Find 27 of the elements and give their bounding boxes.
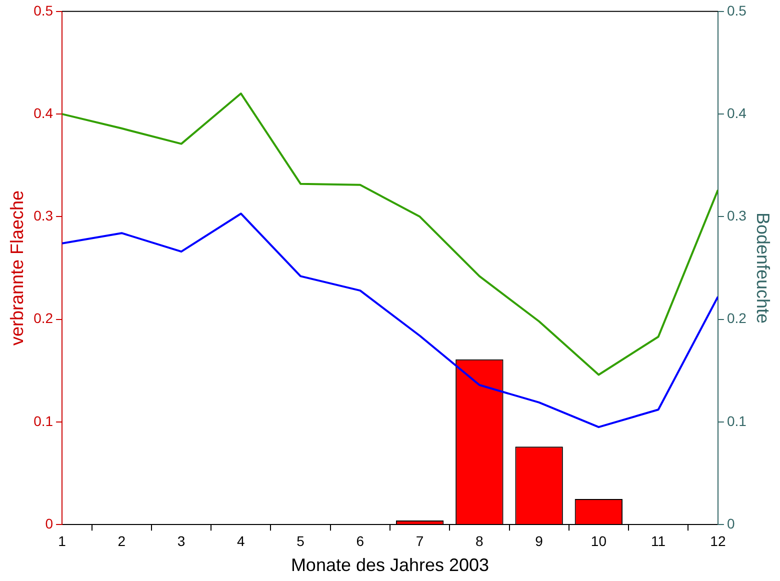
y-tick-label: 0.3 xyxy=(34,208,54,224)
x-tick-label: 2 xyxy=(118,532,126,549)
x-tick-label: 8 xyxy=(476,532,484,549)
x-tick-label: 10 xyxy=(590,532,607,549)
x-axis-title: Monate des Jahres 2003 xyxy=(290,555,490,576)
x-tick-label: 1 xyxy=(58,532,66,549)
y-axis-title: verbrannte Flaeche xyxy=(6,190,27,346)
x-tick-label: 9 xyxy=(535,532,544,549)
y2-tick-label: 0.2 xyxy=(726,310,747,326)
y-tick-label: 0.5 xyxy=(34,2,54,18)
x-tick-label: 12 xyxy=(710,532,726,549)
x-tick-label: 6 xyxy=(356,532,364,549)
x-tick-label: 11 xyxy=(651,532,666,549)
x-tick-label: 4 xyxy=(237,532,246,549)
x-tick-label: 3 xyxy=(177,532,186,549)
y2-tick-label: 0.5 xyxy=(726,2,747,18)
y-tick-label: 0.4 xyxy=(34,104,54,121)
y2-tick-label: 0 xyxy=(726,515,735,532)
y2-tick-label: 0.1 xyxy=(726,412,747,429)
y2-axis-title: Bodenfeuchte xyxy=(753,212,774,324)
x-tick-label: 7 xyxy=(416,532,424,549)
y-tick-label: 0.1 xyxy=(34,412,54,429)
y-tick-label: 0 xyxy=(45,515,54,532)
y2-tick-label: 0.4 xyxy=(726,104,747,121)
y-tick-label: 0.2 xyxy=(34,310,54,326)
y2-tick-label: 0.3 xyxy=(726,208,747,224)
x-tick-label: 5 xyxy=(296,532,305,549)
